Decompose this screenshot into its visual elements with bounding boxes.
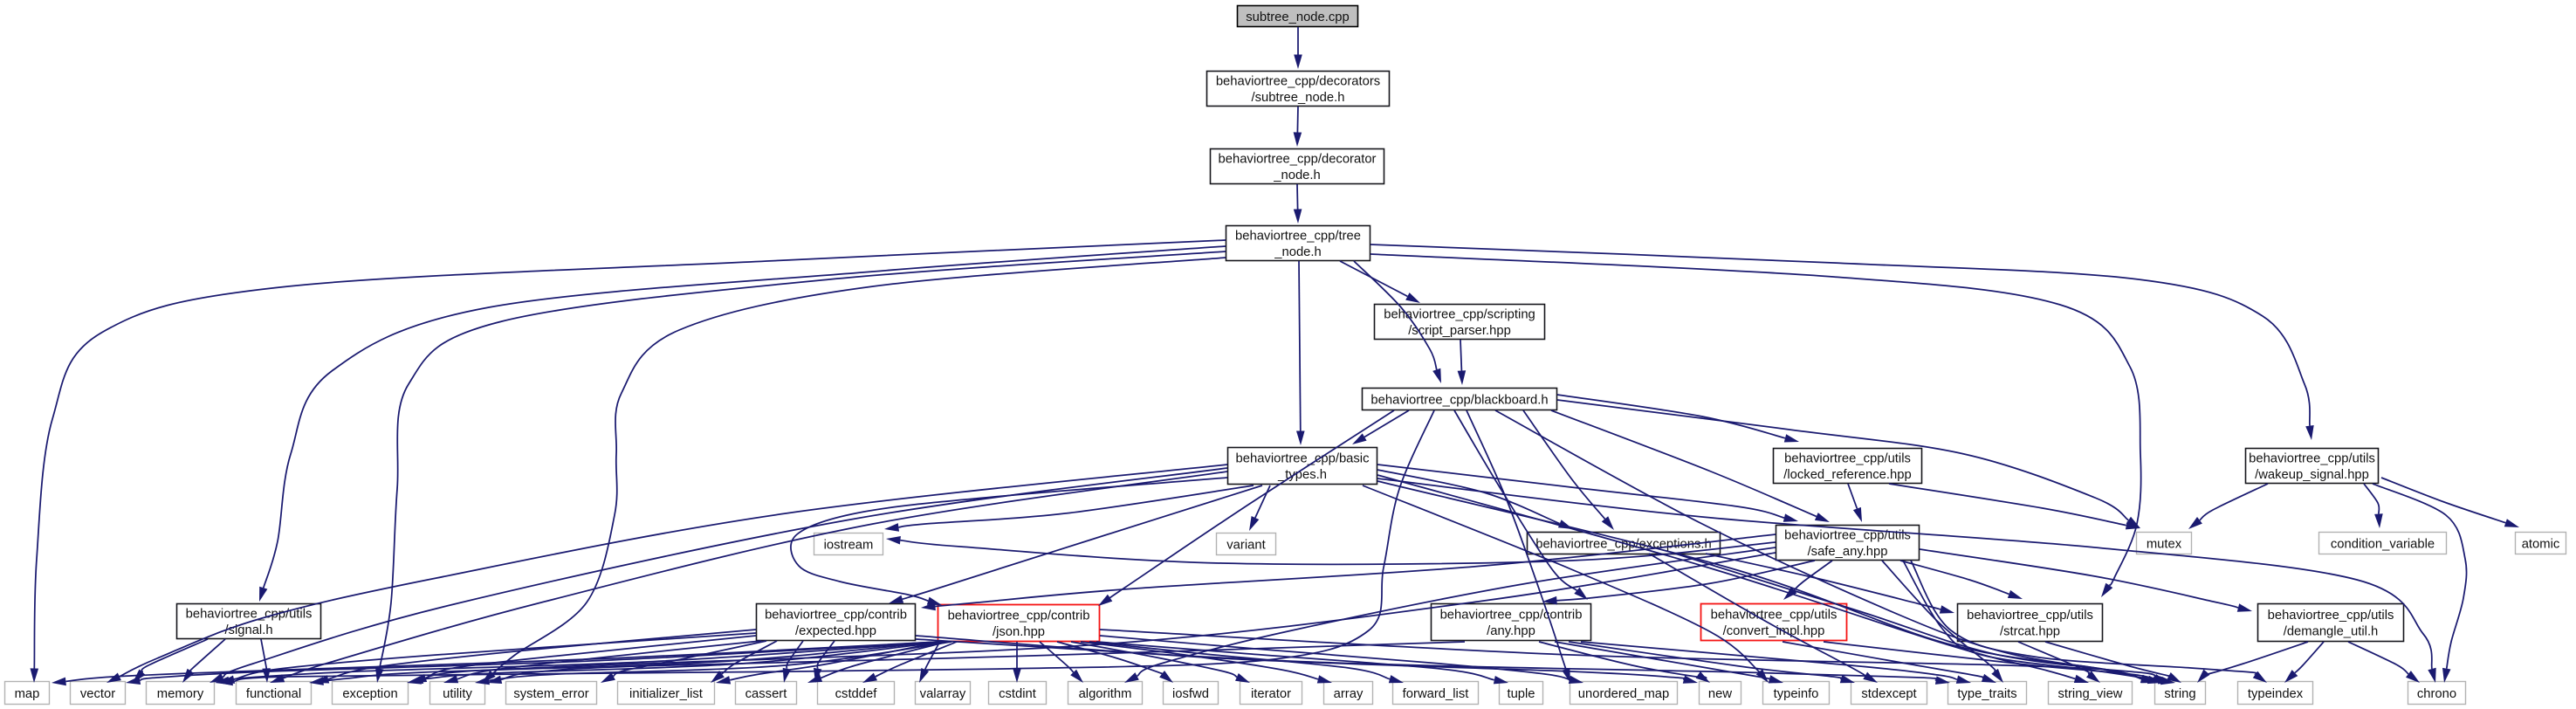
- svg-text:typeindex: typeindex: [2248, 687, 2304, 701]
- svg-text:vector: vector: [80, 687, 115, 701]
- svg-text:mutex: mutex: [2147, 537, 2182, 551]
- svg-text:subtree_node.cpp: subtree_node.cpp: [1246, 10, 1349, 24]
- svg-text:behaviortree_cpp/utils: behaviortree_cpp/utils: [2249, 452, 2375, 466]
- svg-text:iterator: iterator: [1251, 687, 1291, 701]
- svg-text:/any.hpp: /any.hpp: [1487, 624, 1535, 638]
- svg-text:behaviortree_cpp/utils: behaviortree_cpp/utils: [1784, 529, 1911, 543]
- svg-text:behaviortree_cpp/basic: behaviortree_cpp/basic: [1236, 452, 1370, 466]
- svg-text:algorithm: algorithm: [1079, 687, 1132, 701]
- svg-text:/json.hpp: /json.hpp: [993, 625, 1045, 639]
- svg-text:/convert_impl.hpp: /convert_impl.hpp: [1723, 624, 1825, 638]
- svg-text:_node.h: _node.h: [1274, 245, 1322, 259]
- svg-text:cstdint: cstdint: [999, 687, 1036, 701]
- svg-text:behaviortree_cpp/utils: behaviortree_cpp/utils: [1711, 609, 1838, 623]
- svg-text:cassert: cassert: [745, 687, 787, 701]
- svg-text:behaviortree_cpp/exceptions.h: behaviortree_cpp/exceptions.h: [1535, 537, 1712, 551]
- svg-text:/wakeup_signal.hpp: /wakeup_signal.hpp: [2255, 468, 2369, 482]
- svg-text:_node.h: _node.h: [1273, 169, 1321, 182]
- svg-text:memory: memory: [157, 687, 204, 701]
- svg-text:chrono: chrono: [2417, 687, 2456, 701]
- svg-text:atomic: atomic: [2522, 537, 2560, 551]
- svg-text:iostream: iostream: [824, 538, 874, 552]
- svg-text:behaviortree_cpp/contrib: behaviortree_cpp/contrib: [765, 609, 907, 623]
- svg-text:stdexcept: stdexcept: [1861, 687, 1916, 701]
- svg-text:behaviortree_cpp/utils: behaviortree_cpp/utils: [1967, 609, 2093, 623]
- svg-text:functional: functional: [246, 687, 301, 701]
- svg-text:utility: utility: [443, 687, 472, 701]
- svg-text:iosfwd: iosfwd: [1172, 687, 1209, 701]
- svg-text:system_error: system_error: [513, 687, 588, 701]
- svg-text:/demangle_util.h: /demangle_util.h: [2284, 625, 2379, 639]
- svg-text:map: map: [15, 687, 40, 701]
- svg-text:new: new: [1708, 687, 1732, 701]
- svg-text:exception: exception: [342, 687, 397, 701]
- svg-text:typeinfo: typeinfo: [1774, 687, 1819, 701]
- svg-text:cstddef: cstddef: [835, 687, 878, 701]
- svg-text:condition_variable: condition_variable: [2331, 537, 2435, 551]
- svg-text:valarray: valarray: [920, 687, 966, 701]
- svg-text:type_traits: type_traits: [1957, 687, 2016, 701]
- svg-text:/strcat.hpp: /strcat.hpp: [2000, 625, 2060, 639]
- svg-text:array: array: [1334, 687, 1364, 701]
- svg-text:/expected.hpp: /expected.hpp: [795, 624, 876, 638]
- svg-text:behaviortree_cpp/decorator: behaviortree_cpp/decorator: [1219, 153, 1377, 167]
- svg-text:/script_parser.hpp: /script_parser.hpp: [1408, 324, 1511, 338]
- svg-text:string_view: string_view: [2057, 687, 2122, 701]
- svg-text:behaviortree_cpp/utils: behaviortree_cpp/utils: [1784, 452, 1911, 466]
- svg-text:behaviortree_cpp/decorators: behaviortree_cpp/decorators: [1216, 75, 1380, 89]
- svg-text:/signal.h: /signal.h: [224, 623, 272, 637]
- svg-text:behaviortree_cpp/utils: behaviortree_cpp/utils: [2268, 609, 2394, 623]
- svg-text:/safe_any.hpp: /safe_any.hpp: [1808, 545, 1888, 559]
- svg-text:forward_list: forward_list: [1403, 687, 1469, 701]
- svg-text:/locked_reference.hpp: /locked_reference.hpp: [1783, 468, 1911, 482]
- svg-text:behaviortree_cpp/contrib: behaviortree_cpp/contrib: [948, 609, 1090, 623]
- svg-text:behaviortree_cpp/contrib: behaviortree_cpp/contrib: [1440, 609, 1583, 623]
- svg-text:behaviortree_cpp/blackboard.h: behaviortree_cpp/blackboard.h: [1370, 393, 1548, 407]
- svg-text:behaviortree_cpp/scripting: behaviortree_cpp/scripting: [1384, 308, 1535, 322]
- svg-text:tuple: tuple: [1507, 687, 1535, 701]
- svg-text:unordered_map: unordered_map: [1578, 687, 1669, 701]
- svg-text:variant: variant: [1226, 538, 1265, 552]
- svg-text:behaviortree_cpp/tree: behaviortree_cpp/tree: [1235, 230, 1361, 244]
- svg-text:behaviortree_cpp/utils: behaviortree_cpp/utils: [186, 608, 313, 622]
- svg-text:/subtree_node.h: /subtree_node.h: [1252, 91, 1345, 105]
- svg-text:initializer_list: initializer_list: [629, 687, 703, 701]
- svg-text:string: string: [2164, 687, 2195, 701]
